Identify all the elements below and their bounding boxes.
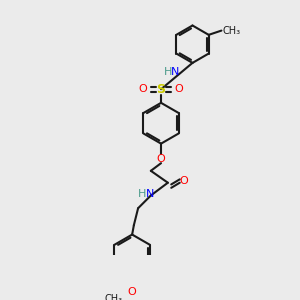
Text: O: O bbox=[157, 154, 165, 164]
Text: CH₃: CH₃ bbox=[222, 26, 240, 36]
Text: O: O bbox=[139, 84, 148, 94]
Text: N: N bbox=[171, 67, 179, 77]
Text: H: H bbox=[164, 67, 172, 77]
Text: O: O bbox=[128, 286, 136, 296]
Text: S: S bbox=[157, 83, 166, 96]
Text: N: N bbox=[146, 189, 154, 199]
Text: O: O bbox=[175, 84, 183, 94]
Text: CH₃: CH₃ bbox=[104, 294, 122, 300]
Text: O: O bbox=[180, 176, 188, 186]
Text: H: H bbox=[138, 189, 146, 199]
